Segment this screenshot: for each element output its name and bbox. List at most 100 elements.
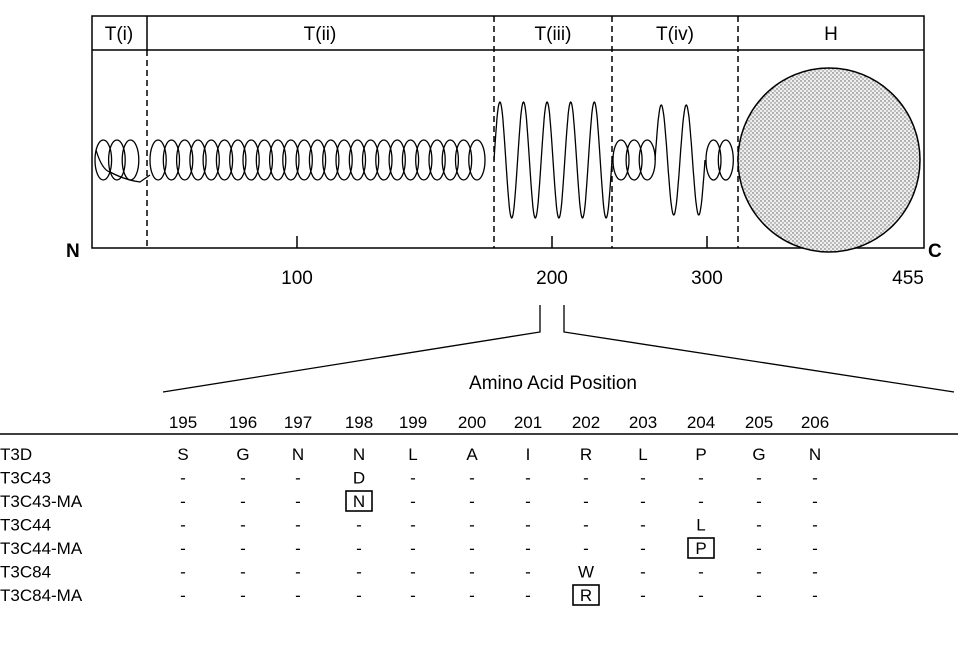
reversion-box [345, 490, 373, 512]
position-header: 200 [458, 413, 486, 432]
helix-coil [705, 139, 722, 181]
strain-label: T3C43 [0, 469, 51, 488]
residue-cell: - [698, 586, 704, 605]
residue-cell: L [408, 445, 417, 464]
helix-coil [202, 139, 220, 181]
strain-label: T3C84-MA [0, 586, 83, 605]
tick-label-100: 100 [281, 268, 313, 289]
residue-cell: - [756, 516, 762, 535]
helix-coil [229, 139, 247, 181]
zoom-callout [162, 305, 955, 393]
residue-cell: P [695, 539, 706, 558]
residue-cell: - [295, 469, 301, 488]
beta-region-t-iii [493, 101, 613, 219]
region-label-t-iii: T(iii) [535, 24, 572, 45]
residue-cell: S [177, 445, 188, 464]
residue-cell: - [240, 586, 246, 605]
residue-cell: N [353, 445, 365, 464]
helix-coil [322, 139, 340, 181]
n-terminus-label: N [66, 241, 80, 262]
helix-coil [162, 139, 181, 181]
position-header: 203 [629, 413, 657, 432]
residue-cell: - [469, 516, 475, 535]
beta-spiral-wave [493, 101, 613, 219]
residue-cell: I [526, 445, 531, 464]
helix-coil [361, 139, 380, 181]
residue-cell: - [240, 492, 246, 511]
residue-cell: - [356, 539, 362, 558]
domain-box [91, 15, 925, 249]
residue-cell: - [180, 469, 186, 488]
helix-coil [612, 139, 630, 181]
residue-cell: - [180, 586, 186, 605]
residue-cell: - [640, 492, 646, 511]
residue-cell: N [353, 492, 365, 511]
helix-coil [107, 139, 126, 181]
residue-cell: - [240, 539, 246, 558]
beta-spiral-wave [654, 104, 706, 216]
sequence-table: 195 196 197 198 199 200 201 202 203 204 205 206 T3D S… [0, 413, 958, 606]
position-header: 204 [687, 413, 715, 432]
helix-coil [189, 139, 207, 181]
helix-coil [717, 139, 734, 181]
residue-cell: G [236, 445, 249, 464]
residue-cell: - [640, 469, 646, 488]
residue-cell: - [410, 586, 416, 605]
mixed-region-t-iv [612, 104, 734, 216]
helix-coil [468, 139, 486, 181]
residue-cell: - [180, 539, 186, 558]
residue-cell: - [525, 539, 531, 558]
strain-label: T3C43-MA [0, 492, 83, 511]
helix-coil [149, 139, 167, 181]
helix-region-t-i [94, 139, 140, 181]
residue-cell: - [583, 469, 589, 488]
residue-cell: R [580, 445, 592, 464]
residue-cell: - [756, 563, 762, 582]
residue-cell: - [756, 492, 762, 511]
region-label-t-ii: T(ii) [304, 24, 337, 45]
helix-coil [94, 139, 113, 181]
residue-cell: - [640, 516, 646, 535]
head-domain [737, 67, 921, 253]
residue-cell: - [525, 586, 531, 605]
residue-cell: - [410, 516, 416, 535]
residue-cell: - [295, 492, 301, 511]
tick-label-200: 200 [536, 268, 568, 289]
residue-cell: - [240, 563, 246, 582]
residue-cell: - [583, 516, 589, 535]
residue-cell: - [812, 469, 818, 488]
zoom-right-line [563, 305, 955, 393]
residue-cell: - [469, 563, 475, 582]
residue-cell: - [812, 539, 818, 558]
helix-region-t-ii [149, 139, 486, 181]
helix-coil [625, 139, 643, 181]
residue-cell: - [698, 492, 704, 511]
residue-cell: - [240, 469, 246, 488]
reversion-box [687, 537, 715, 559]
region-boundaries [146, 16, 739, 248]
residue-cell: - [240, 516, 246, 535]
residue-cell: L [696, 516, 705, 535]
zoom-left-line [162, 305, 541, 393]
strain-label: T3C44-MA [0, 539, 83, 558]
helix-coil [454, 139, 473, 181]
residue-cell: - [525, 492, 531, 511]
residue-cell: - [812, 586, 818, 605]
residue-cell: - [295, 539, 301, 558]
residue-cell: - [410, 469, 416, 488]
helix-coil [282, 139, 300, 181]
residue-cell: - [812, 492, 818, 511]
helix-coil [415, 139, 433, 181]
residue-cell: G [752, 445, 765, 464]
strain-label: T3C44 [0, 516, 51, 535]
helix-coil [388, 139, 406, 181]
residue-cell: - [180, 516, 186, 535]
residue-cell: - [525, 469, 531, 488]
residue-cell: - [410, 539, 416, 558]
tick-label-300: 300 [691, 268, 723, 289]
residue-cell: N [292, 445, 304, 464]
domain-map: T(i) T(ii) T(iii) T(iv) H N C [66, 15, 942, 289]
position-header: 206 [801, 413, 829, 432]
residue-cell: - [525, 516, 531, 535]
